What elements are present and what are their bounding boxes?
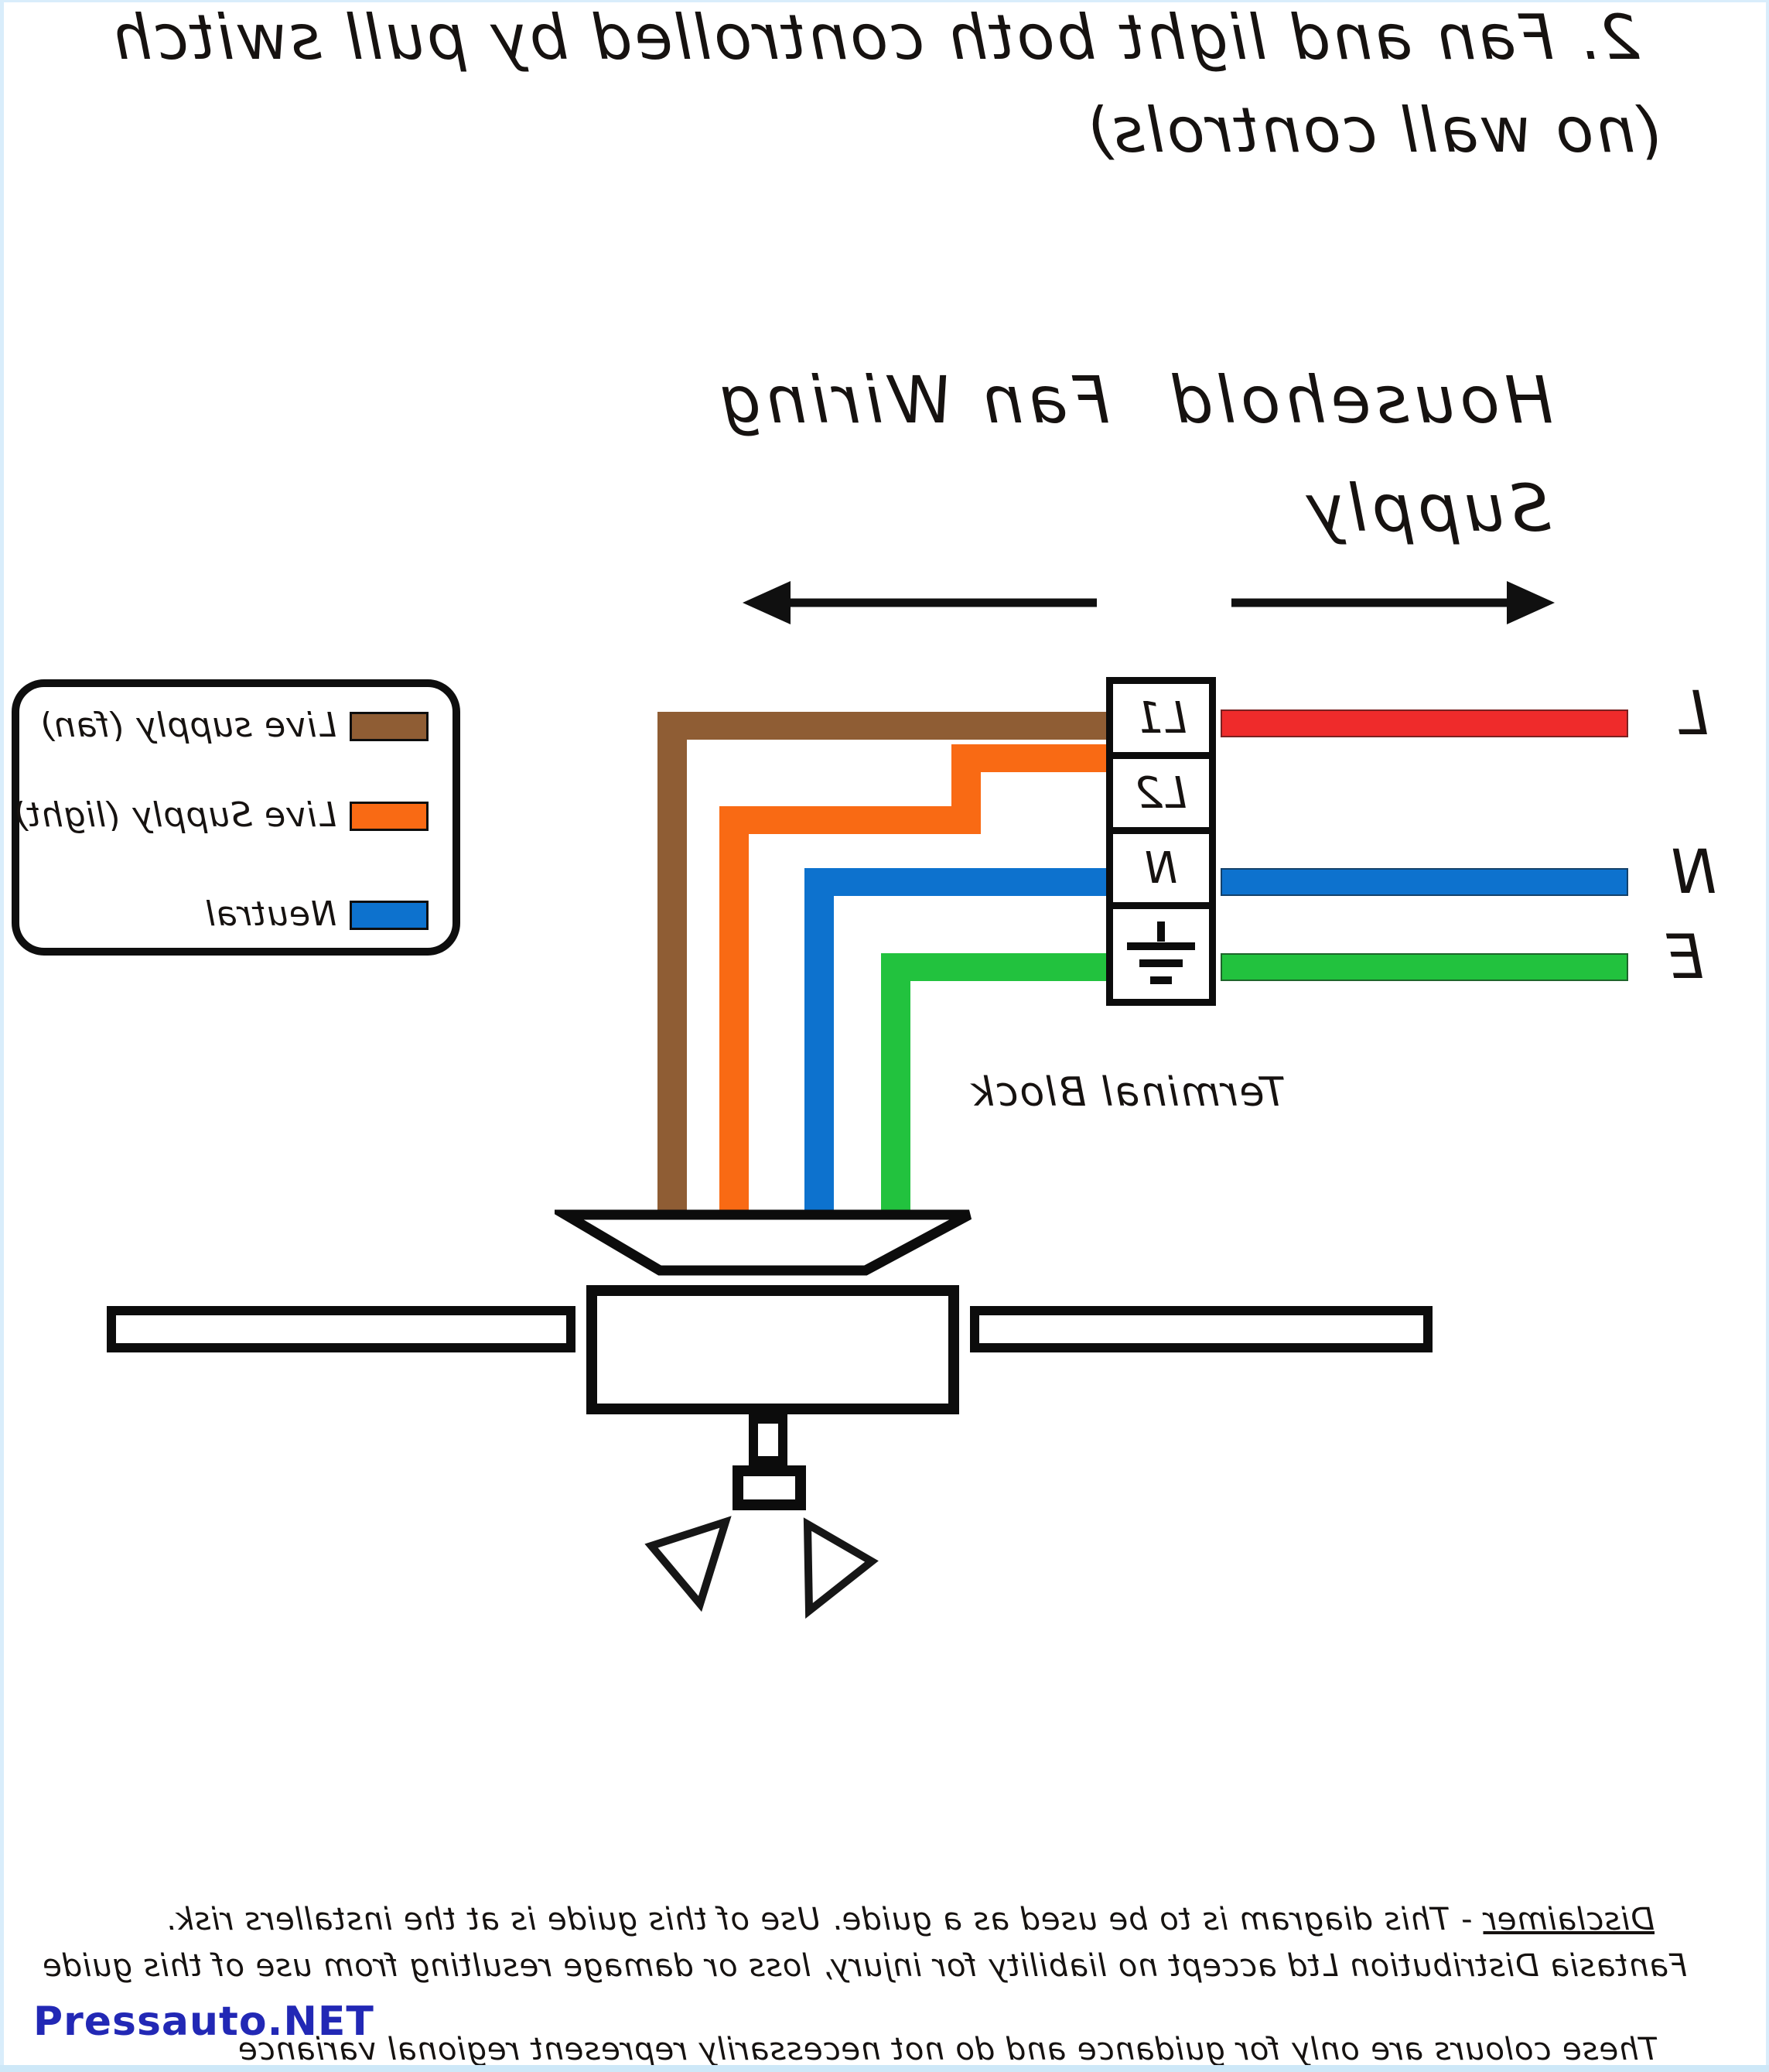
neutral-terminal-letter: N xyxy=(1671,838,1716,908)
terminal-block-caption: Terminal Block xyxy=(969,1069,1286,1116)
disclaimer-line1: Disclaimer - This diagram is to be used … xyxy=(165,1902,1655,1937)
legend-box: Live supply (fan) Live Supply (light) Ne… xyxy=(12,679,460,956)
household-supply-label-line2: Supply xyxy=(1301,470,1551,546)
top-edge-tint xyxy=(0,0,1769,2)
earth-symbol-icon xyxy=(1127,921,1195,984)
fan-live-wire-horizontal xyxy=(657,712,1106,740)
legend-swatch-neutral xyxy=(350,901,429,930)
live-terminal-letter: L xyxy=(1675,679,1709,749)
fan-motor-housing xyxy=(586,1285,959,1414)
fan-neutral-wire-vertical xyxy=(804,868,834,1216)
left-edge-tint xyxy=(0,0,4,2072)
disclaimer-line2: Fantasia Distribution Ltd accept no liab… xyxy=(42,1948,1687,1984)
terminal-cell-earth xyxy=(1106,902,1216,1006)
live-supply-wire xyxy=(1221,709,1628,737)
watermark-pressauto: Pressauto.NET xyxy=(33,1998,374,2045)
fan-wiring-arrow-icon xyxy=(743,581,1097,624)
terminal-cell-l1: L1 xyxy=(1106,677,1216,759)
earth-terminal-letter: E xyxy=(1665,923,1704,993)
fan-earth-wire-horizontal xyxy=(881,953,1106,981)
terminal-cell-l2: L2 xyxy=(1106,752,1216,834)
disclaimer-lead: Disclaimer xyxy=(1483,1902,1655,1937)
legend-swatch-live-fan xyxy=(350,712,429,741)
disclaimer-line3: These colours are only for guidance and … xyxy=(237,2032,1658,2067)
bottom-edge-tint xyxy=(0,2065,1769,2072)
fan-light-icon xyxy=(644,1516,879,1619)
light-live-wire-vertical xyxy=(719,806,749,1216)
terminal-cell-n: N xyxy=(1106,827,1216,909)
light-live-wire-horizontal-lower xyxy=(719,806,981,834)
legend-label-neutral: Neutral xyxy=(205,894,336,934)
legend-swatch-live-light xyxy=(350,802,429,831)
disclaimer-line1-rest: - This diagram is to be used as a guide.… xyxy=(164,1902,1484,1937)
earth-supply-wire xyxy=(1221,953,1628,981)
fan-earth-wire-vertical xyxy=(881,953,910,1216)
fan-wiring-label: Fan Wiring xyxy=(715,362,1110,438)
legend-label-live-fan: Live supply (fan) xyxy=(39,706,336,745)
household-supply-arrow-icon xyxy=(1231,581,1555,624)
fan-neutral-wire-horizontal xyxy=(804,868,1106,896)
fan-blade-right xyxy=(107,1306,575,1352)
terminal-cell-n-label: N xyxy=(1145,843,1177,894)
fan-blade-left xyxy=(970,1306,1433,1352)
fan-switch-housing xyxy=(733,1465,806,1510)
page-subtitle: (no wall controls) xyxy=(1084,94,1662,166)
terminal-cell-l2-label: L2 xyxy=(1135,768,1187,819)
household-supply-label-line1: Household xyxy=(1167,362,1553,438)
terminal-cell-l1-label: L1 xyxy=(1135,692,1187,744)
fan-live-wire-vertical xyxy=(657,712,687,1216)
neutral-supply-wire xyxy=(1221,868,1628,896)
page-title: 2. Fan and light both controlled by pull… xyxy=(111,2,1640,74)
legend-label-live-light: Live Supply (light) xyxy=(12,795,336,835)
fan-downrod xyxy=(749,1414,787,1465)
fan-canopy xyxy=(555,1209,972,1276)
right-edge-tint xyxy=(1766,0,1769,2072)
